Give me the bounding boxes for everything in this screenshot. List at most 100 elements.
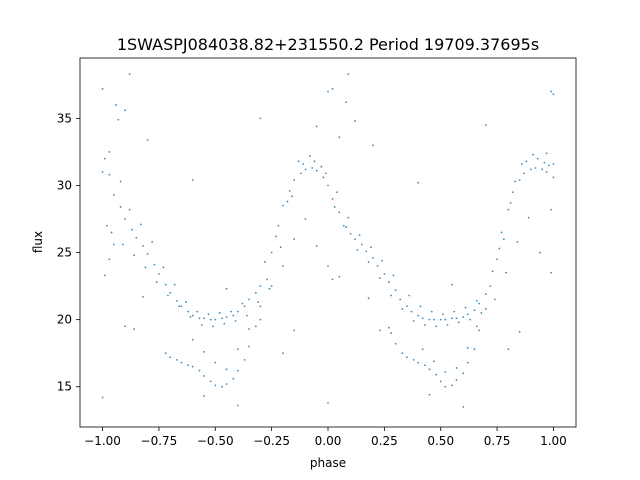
data-point [552, 93, 555, 96]
data-point [225, 368, 228, 371]
data-point [139, 223, 142, 226]
data-point [527, 216, 530, 219]
data-point [214, 361, 217, 364]
data-point [128, 208, 131, 211]
data-point [444, 371, 447, 373]
data-point [180, 305, 183, 308]
data-point [327, 90, 329, 93]
data-point [248, 328, 250, 330]
data-point [430, 310, 433, 313]
data-point [288, 189, 291, 192]
y-tick-label: 30 [57, 178, 72, 192]
x-axis-label: phase [310, 456, 346, 470]
data-point [315, 125, 318, 128]
data-point [151, 240, 154, 243]
data-point [313, 160, 316, 163]
data-point [378, 329, 381, 332]
data-point [336, 191, 338, 194]
data-point [421, 317, 424, 320]
data-point [356, 248, 359, 251]
data-point [176, 359, 178, 361]
data-point [338, 136, 341, 139]
data-point [367, 297, 370, 300]
data-point [520, 163, 523, 165]
data-point [311, 167, 314, 169]
data-point [550, 271, 553, 274]
data-point [108, 258, 111, 261]
data-point [119, 206, 122, 208]
x-tick-label: −0.75 [141, 434, 178, 448]
data-point [128, 73, 131, 75]
data-point [324, 172, 327, 175]
data-point [327, 265, 329, 267]
data-point [327, 184, 329, 187]
data-point [221, 317, 223, 320]
data-point [327, 401, 329, 404]
data-point [133, 328, 136, 330]
data-point [223, 322, 226, 325]
data-point [473, 348, 476, 351]
x-tick-label: 0.00 [315, 434, 342, 448]
data-point [365, 250, 368, 253]
data-point [133, 254, 136, 257]
data-point [232, 377, 235, 380]
data-point [117, 118, 120, 121]
data-point [496, 258, 498, 261]
data-point [130, 228, 133, 231]
data-point [203, 375, 205, 377]
data-point [338, 275, 341, 278]
data-point [142, 244, 145, 247]
data-point [406, 305, 408, 308]
data-point [331, 197, 334, 200]
data-point [518, 330, 521, 333]
data-point [507, 208, 510, 211]
data-point [248, 345, 250, 348]
data-point [345, 226, 347, 228]
data-point [200, 324, 203, 326]
data-point [421, 348, 424, 351]
data-point [142, 295, 145, 298]
data-point [164, 352, 167, 355]
data-point [347, 73, 350, 75]
data-point [394, 342, 397, 345]
data-point [112, 243, 115, 246]
data-point [550, 90, 553, 93]
data-point [466, 361, 469, 364]
data-point [259, 318, 262, 321]
data-point [338, 211, 341, 214]
data-point [225, 316, 228, 318]
data-point [254, 325, 257, 328]
data-point [293, 329, 296, 332]
data-point [270, 251, 273, 254]
data-point [203, 395, 205, 398]
data-point [383, 273, 386, 275]
y-axis: 15 20 25 30 35 [57, 111, 80, 394]
data-point [392, 274, 395, 277]
data-point [245, 314, 248, 317]
data-point [502, 238, 505, 241]
data-point [322, 176, 325, 179]
data-point [121, 243, 124, 246]
data-point [230, 310, 232, 313]
x-tick-label: 1.00 [540, 434, 567, 448]
data-point [511, 191, 514, 194]
data-point [491, 270, 494, 273]
data-point [509, 202, 512, 204]
data-point [536, 157, 539, 160]
data-point [412, 359, 415, 361]
data-point [451, 384, 453, 387]
data-point [178, 305, 181, 308]
data-point [315, 244, 318, 247]
data-point [381, 259, 384, 262]
data-point [451, 317, 453, 320]
data-point [475, 299, 478, 302]
data-point [354, 238, 356, 241]
data-point [493, 298, 496, 301]
data-point [248, 298, 250, 301]
data-point [401, 308, 404, 310]
data-point [354, 120, 356, 122]
data-point [212, 325, 214, 328]
data-point [167, 294, 169, 297]
data-point [408, 294, 411, 297]
